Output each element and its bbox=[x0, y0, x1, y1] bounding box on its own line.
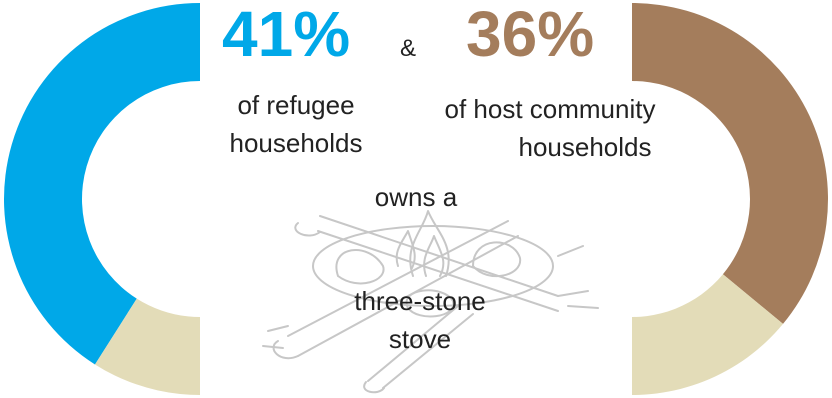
host-label-line-1: of host community bbox=[444, 94, 656, 124]
refugee-share-arc bbox=[3, 3, 201, 365]
host-households-label: of host community households bbox=[415, 90, 685, 166]
host-label-line-2: households bbox=[518, 132, 652, 162]
refugee-label-line-2: households bbox=[229, 128, 363, 158]
ampersand-connector: & bbox=[400, 35, 417, 62]
refugee-households-label: of refugee households bbox=[206, 86, 386, 162]
caption-owns-a: owns a bbox=[374, 182, 458, 212]
caption-line-three-stone: three-stone bbox=[354, 286, 486, 316]
caption-line-stove: stove bbox=[388, 324, 452, 354]
caption-three-stone-stove: three-stone stove bbox=[310, 282, 530, 358]
center-panel bbox=[200, 0, 632, 398]
refugee-percent-value: 41% bbox=[222, 0, 351, 70]
host-share-arc bbox=[632, 3, 828, 324]
three-stone-stove-illustration bbox=[262, 210, 599, 394]
refugee-label-line-1: of refugee bbox=[237, 90, 355, 120]
host-percent-value: 36% bbox=[466, 0, 595, 70]
